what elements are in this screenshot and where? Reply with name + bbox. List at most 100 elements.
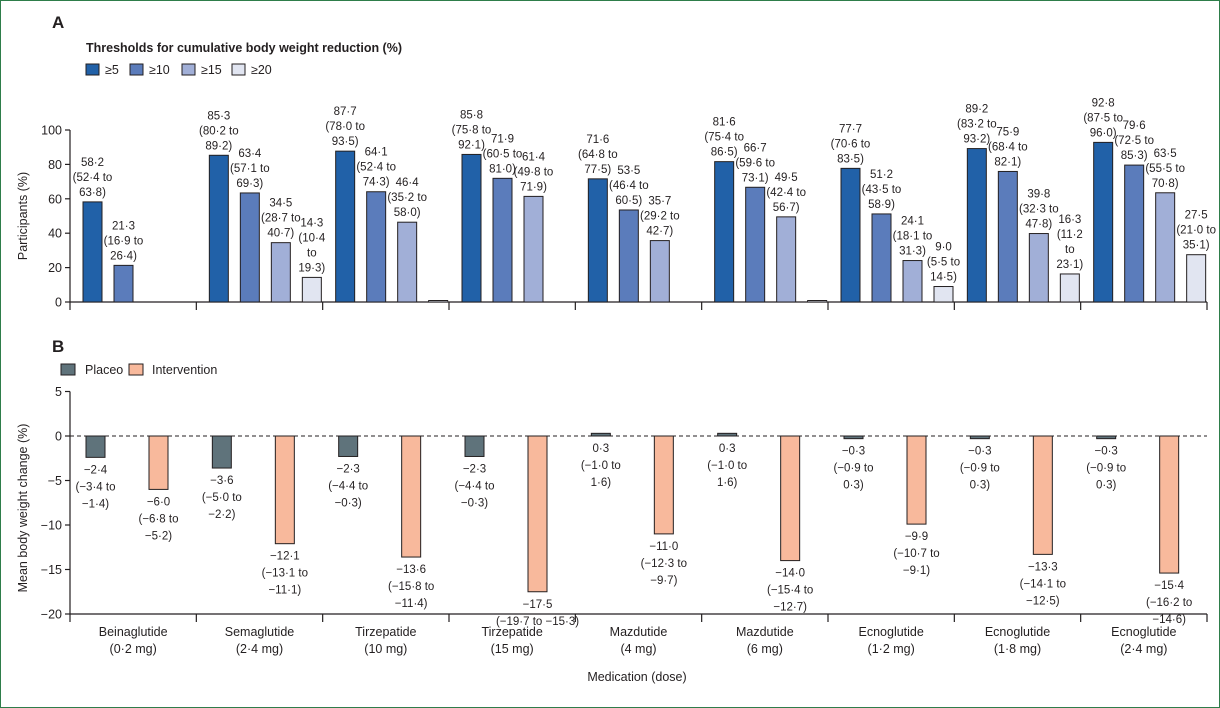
data-label-a: (70·6 to: [831, 138, 871, 150]
data-label-a: (10·4: [298, 232, 325, 244]
bar-b-placeo: [969, 435, 990, 440]
bar-a-≥15: [902, 260, 923, 303]
y-tick-label-b: −20: [41, 608, 62, 622]
y-tick-label-b: −5: [48, 474, 62, 488]
data-label-b: (−1·0 to: [581, 460, 621, 472]
legend-label: ≥15: [201, 63, 222, 77]
bar-a-≥5: [587, 178, 608, 303]
bar-a-≥20: [428, 300, 449, 303]
data-label-b: (−19·7 to −15·3): [496, 616, 579, 628]
category-label: Beinaglutide: [99, 625, 168, 639]
data-label-a: 71·6: [586, 134, 609, 146]
data-label-a: 35·1): [1183, 240, 1210, 252]
bar-a-≥10: [1124, 164, 1145, 303]
data-label-b: 0·3): [1096, 480, 1117, 492]
data-label-a: 93·2): [963, 134, 990, 146]
y-tick-label-b: 5: [55, 385, 62, 399]
data-label-a: (11·2: [1057, 229, 1083, 241]
data-label-a: 73·1): [742, 172, 769, 184]
bar-b-placeo: [843, 435, 864, 440]
data-label-b: −12·5): [1026, 595, 1060, 607]
data-label-a: 35·7: [648, 196, 671, 208]
data-label-a: 58·9): [868, 199, 895, 211]
data-label-a: (16·9 to: [104, 235, 144, 247]
data-label-b: 1·6): [591, 477, 612, 489]
legend-label: ≥10: [149, 63, 170, 77]
data-label-a: (64·8 to: [578, 149, 618, 161]
data-label-a: 71·9): [520, 181, 547, 193]
data-label-b: −0·3): [335, 497, 362, 509]
data-label-a: 21·3: [112, 220, 135, 232]
data-label-b: −14·6): [1152, 614, 1186, 626]
data-label-a: (52·4 to: [356, 162, 396, 174]
data-label-b: −11·4): [395, 598, 428, 610]
data-label-a: (80·2 to: [199, 125, 239, 137]
data-label-b: (−12·3 to: [641, 558, 687, 570]
panel-label-a: A: [52, 13, 64, 32]
data-label-a: (42·4 to: [766, 187, 806, 199]
data-label-a: 77·7: [839, 123, 862, 135]
category-label: (10 mg): [364, 642, 407, 656]
data-label-b: −12·1: [270, 551, 300, 563]
data-label-a: 77·5): [584, 164, 611, 176]
bar-a-≥15: [1028, 233, 1049, 303]
data-label-a: 27·5: [1185, 210, 1208, 222]
legend-swatch: [60, 363, 76, 376]
data-label-a: 92·8: [1092, 97, 1115, 109]
bar-a-≥10: [239, 192, 260, 303]
data-label-a: 26·4): [110, 250, 137, 262]
bar-a-≥10: [366, 191, 387, 303]
category-label: Mazdutide: [610, 625, 668, 639]
category-label: (2·4 mg): [1120, 642, 1167, 656]
y-tick-label-a: 60: [48, 192, 62, 206]
data-label-b: −9·1): [903, 565, 930, 577]
data-label-a: 58·2: [81, 157, 104, 169]
data-label-b: 0·3): [843, 480, 864, 492]
data-label-a: (87·5 to: [1083, 112, 1123, 124]
legend-swatch: [129, 63, 144, 76]
y-tick-label-a: 100: [41, 124, 62, 138]
bar-a-≥5: [461, 153, 482, 303]
data-label-b: 0·3: [719, 443, 736, 455]
category-label: (15 mg): [491, 642, 534, 656]
bar-a-≥15: [270, 242, 291, 303]
data-label-a: 89·2): [205, 140, 232, 152]
data-label-a: 83·5): [837, 153, 864, 165]
data-label-a: 81·0): [489, 163, 516, 175]
legend-swatch: [181, 63, 196, 76]
data-label-a: 85·3: [207, 110, 230, 122]
data-label-a: 85·3): [1121, 150, 1148, 162]
data-label-a: 14·3: [300, 217, 323, 229]
category-label: (6 mg): [747, 642, 783, 656]
category-label: (1·8 mg): [994, 642, 1041, 656]
y-tick-label-b: −10: [41, 519, 62, 533]
category-label: Tirzepatide: [355, 625, 416, 639]
data-label-b: (−16·2 to: [1146, 597, 1192, 609]
data-label-b: −0·3: [968, 446, 991, 458]
bar-b-placeo: [85, 435, 106, 458]
data-label-a: (29·2 to: [640, 211, 680, 223]
data-label-a: 92·1): [458, 139, 485, 151]
category-label: Mazdutide: [736, 625, 794, 639]
bar-a-≥5: [208, 154, 229, 303]
data-label-a: 19·3): [298, 262, 325, 274]
bar-b-placeo: [590, 432, 611, 437]
category-label: (2·4 mg): [236, 642, 283, 656]
data-label-a: 82·1): [994, 156, 1021, 168]
data-label-a: 86·5): [711, 147, 738, 159]
data-label-b: −2·3: [336, 463, 359, 475]
data-label-a: 34·5: [269, 198, 292, 210]
data-label-b: (−0·9 to: [834, 463, 874, 475]
data-label-a: (18·1 to: [893, 231, 933, 243]
data-label-b: −5·2): [145, 530, 172, 542]
bar-a-≥5: [335, 150, 356, 303]
data-label-a: (52·4 to: [73, 172, 113, 184]
legend-swatch: [128, 363, 144, 376]
data-label-a: 96·0): [1090, 127, 1117, 139]
data-label-b: −0·3): [461, 497, 488, 509]
bar-a-≥20: [301, 276, 322, 303]
category-label: Ecnoglutide: [1111, 625, 1176, 639]
data-label-a: 42·7): [646, 226, 673, 238]
data-label-a: 61·4: [522, 151, 546, 163]
data-label-a: 16·3: [1058, 214, 1081, 226]
